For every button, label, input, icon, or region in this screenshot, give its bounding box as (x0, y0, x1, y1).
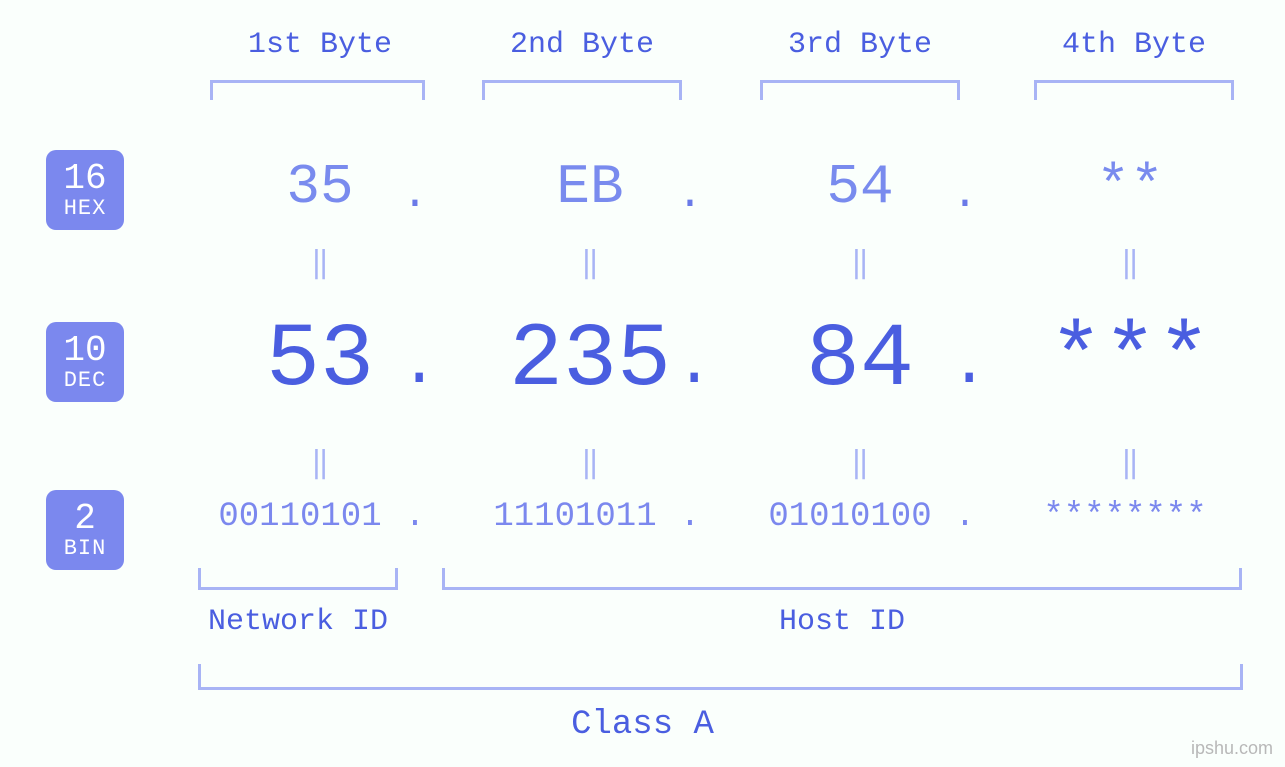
badge-bin: 2 BIN (46, 490, 124, 570)
ip-diagram: 1st Byte 2nd Byte 3rd Byte 4th Byte 16 H… (0, 0, 1285, 767)
top-bracket-4 (1034, 80, 1234, 100)
byte-header-1: 1st Byte (210, 28, 430, 62)
bin-dot-3: . (950, 498, 980, 536)
byte-header-2: 2nd Byte (472, 28, 692, 62)
badge-dec-label: DEC (46, 369, 124, 392)
host-id-bracket (442, 568, 1242, 590)
dec-byte-4: *** (1000, 310, 1260, 412)
host-id-label: Host ID (442, 605, 1242, 639)
class-label: Class A (0, 706, 1285, 744)
hex-dot-3: . (950, 170, 980, 220)
bin-byte-3: 01010100 (720, 498, 980, 536)
bin-dot-1: . (400, 498, 430, 536)
equals-icon: ‖ (840, 445, 880, 482)
badge-bin-num: 2 (46, 500, 124, 538)
hex-byte-4: ** (1000, 155, 1260, 219)
bin-byte-2: 11101011 (445, 498, 705, 536)
byte-header-4: 4th Byte (1024, 28, 1244, 62)
equals-icon: ‖ (1110, 245, 1150, 282)
hex-dot-1: . (400, 170, 430, 220)
network-id-label: Network ID (198, 605, 398, 639)
badge-hex-num: 16 (46, 160, 124, 198)
top-bracket-2 (482, 80, 682, 100)
network-id-bracket (198, 568, 398, 590)
byte-header-3: 3rd Byte (750, 28, 970, 62)
equals-icon: ‖ (570, 245, 610, 282)
badge-hex: 16 HEX (46, 150, 124, 230)
equals-icon: ‖ (300, 445, 340, 482)
badge-hex-label: HEX (46, 197, 124, 220)
equals-icon: ‖ (300, 245, 340, 282)
top-bracket-1 (210, 80, 425, 100)
equals-icon: ‖ (570, 445, 610, 482)
dec-dot-3: . (950, 330, 980, 402)
badge-dec: 10 DEC (46, 322, 124, 402)
hex-dot-2: . (675, 170, 705, 220)
dec-dot-2: . (675, 330, 705, 402)
top-bracket-3 (760, 80, 960, 100)
bin-byte-1: 00110101 (170, 498, 430, 536)
equals-icon: ‖ (840, 245, 880, 282)
bin-byte-4: ******** (995, 498, 1255, 536)
watermark: ipshu.com (1191, 738, 1273, 759)
class-bracket (198, 664, 1243, 690)
dec-dot-1: . (400, 330, 430, 402)
badge-dec-num: 10 (46, 332, 124, 370)
bin-dot-2: . (675, 498, 705, 536)
equals-icon: ‖ (1110, 445, 1150, 482)
badge-bin-label: BIN (46, 537, 124, 560)
